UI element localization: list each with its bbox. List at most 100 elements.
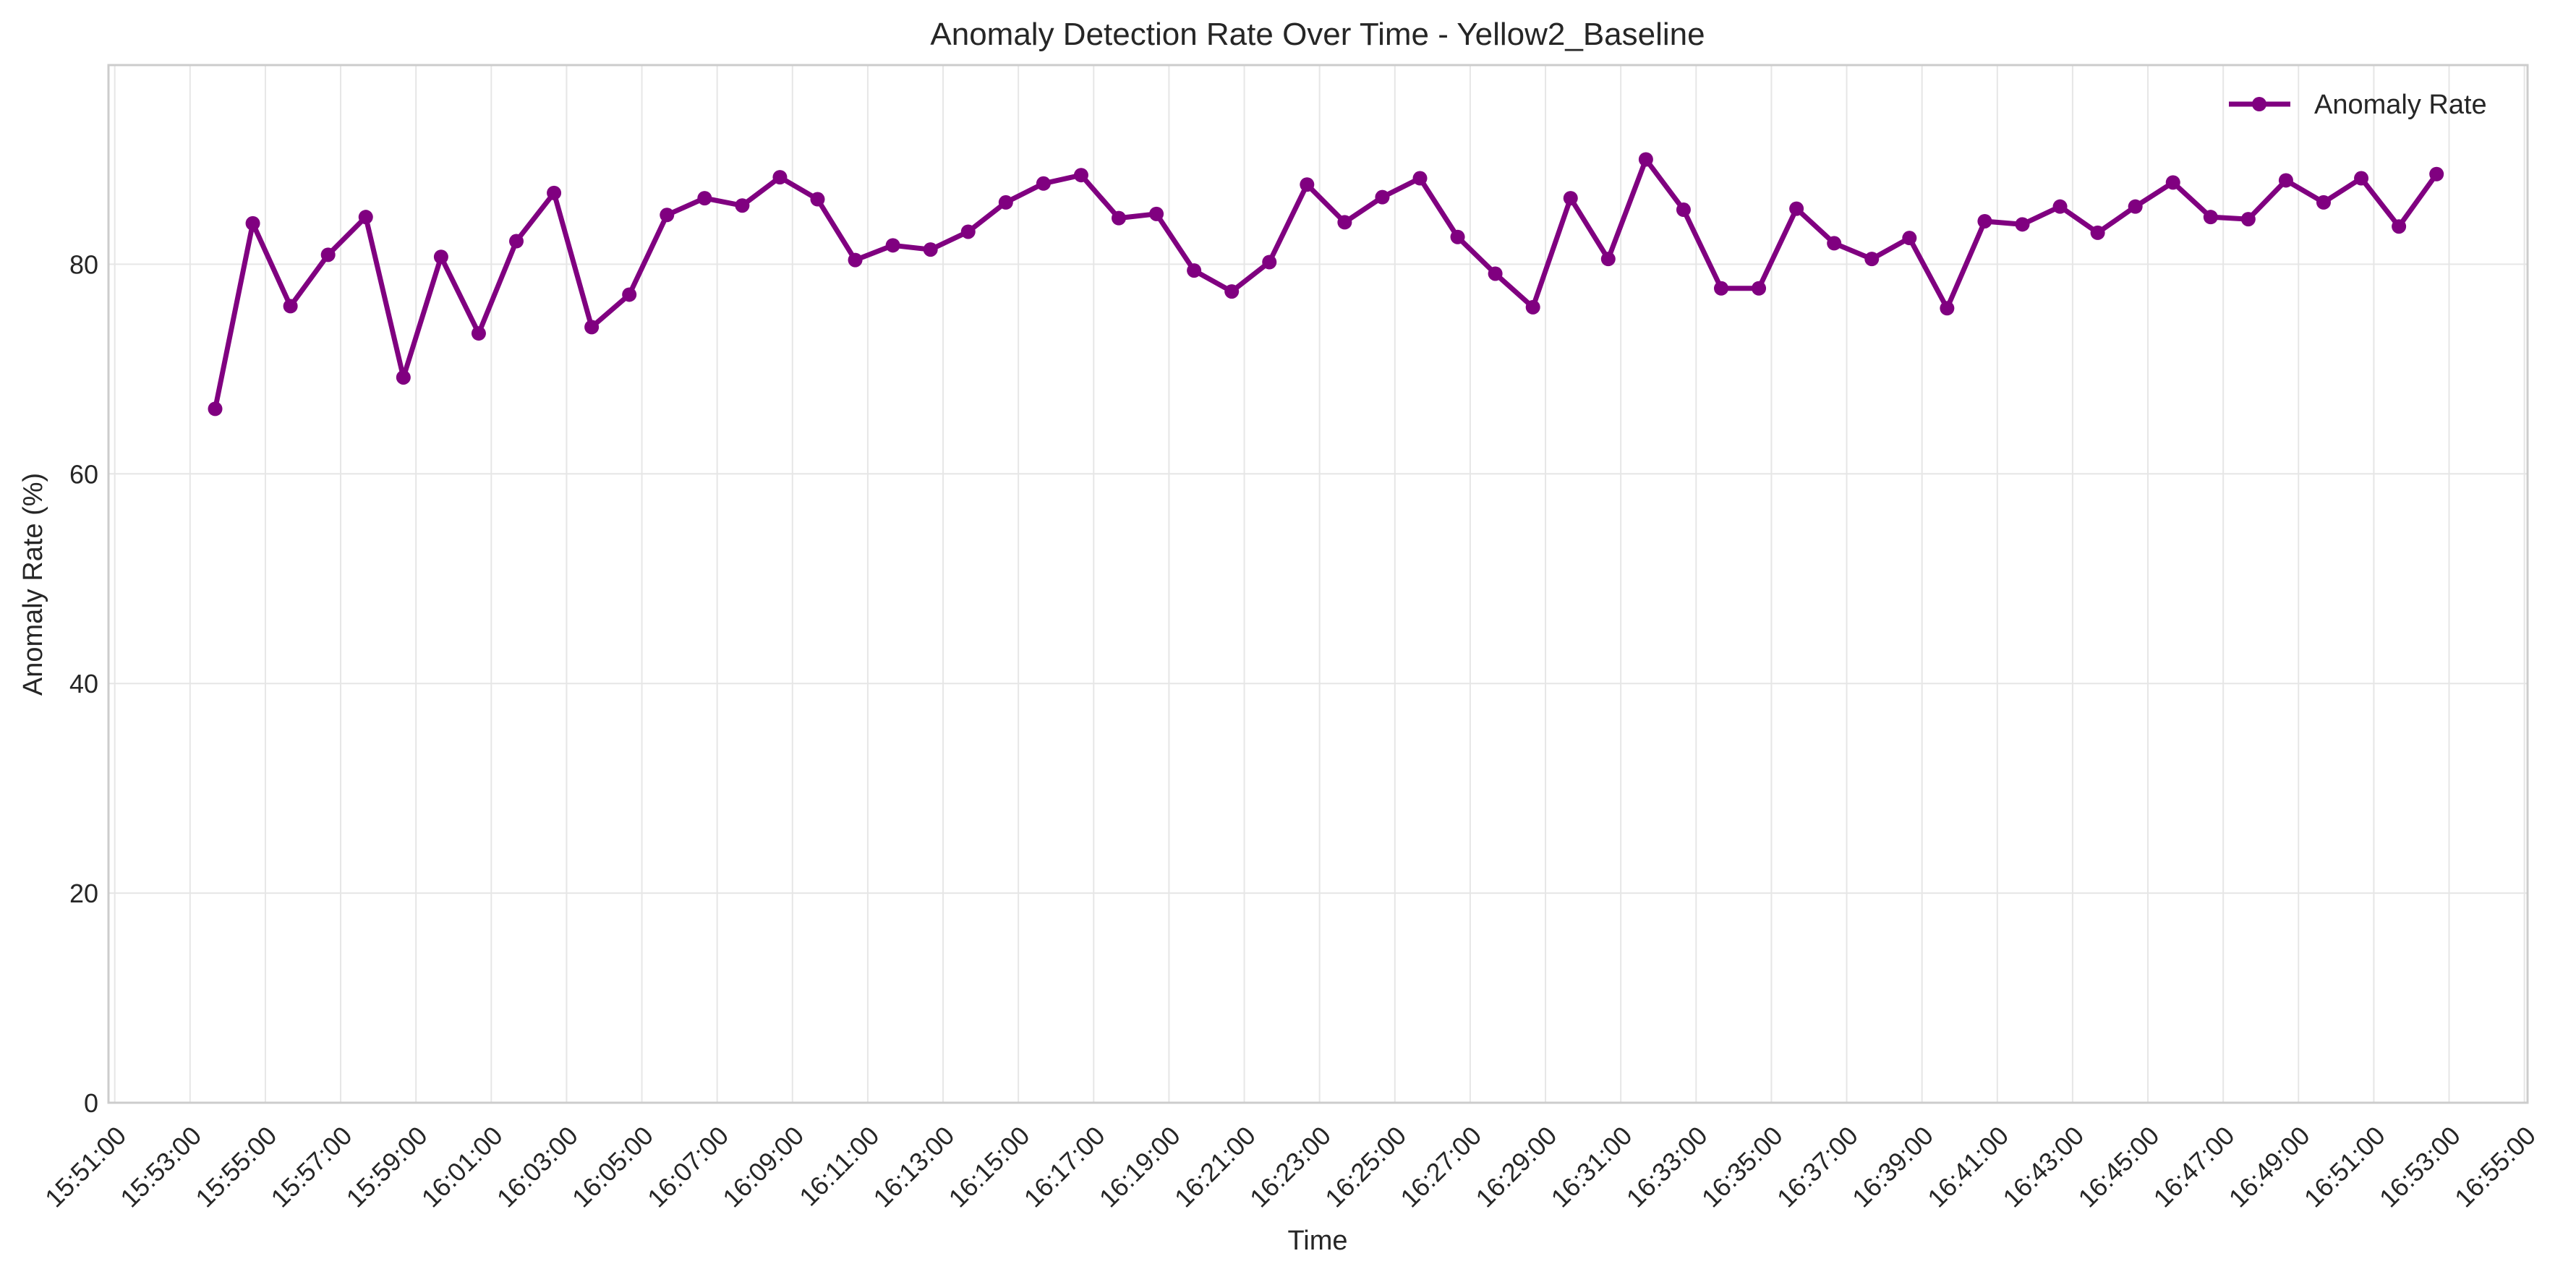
data-point [1412,171,1428,186]
x-tick-label: 15:51:00 [39,1120,132,1213]
y-tick-label: 60 [69,459,98,489]
data-point [1149,206,1164,221]
data-point [2052,199,2068,214]
data-point [283,299,298,314]
data-point [697,191,712,206]
data-point [1714,281,1728,296]
x-tick-label: 16:45:00 [2072,1120,2165,1213]
x-tick-label: 16:23:00 [1244,1120,1336,1213]
data-point [2429,166,2444,181]
grid-lines [108,65,2528,1103]
data-point [433,249,448,265]
x-tick-label: 16:07:00 [641,1120,734,1213]
x-tick-label: 16:11:00 [793,1120,884,1211]
x-tick-label: 15:55:00 [189,1120,282,1213]
data-point [622,287,637,302]
x-tick-label: 15:59:00 [341,1120,433,1213]
data-point [208,401,223,417]
data-point [923,242,938,257]
x-tick-label: 16:21:00 [1169,1120,1261,1213]
data-point [1337,215,1352,230]
x-tick-label: 16:39:00 [1846,1120,1939,1213]
x-tick-label: 16:01:00 [416,1120,508,1213]
x-tick-label: 15:57:00 [265,1120,357,1213]
y-tick-label: 0 [84,1088,98,1118]
data-point [1073,168,1088,183]
data-point [1112,210,1127,226]
x-tick-label: 16:51:00 [2298,1120,2391,1213]
data-point [2165,175,2180,190]
x-tick-label: 16:55:00 [2449,1120,2541,1213]
series-layer [208,152,2444,417]
x-axis-label: Time [1287,1226,1347,1256]
x-tick-label: 16:33:00 [1621,1120,1713,1213]
y-axis-label: Anomaly Rate (%) [18,473,48,696]
data-point [2316,195,2331,210]
y-tick-label: 20 [69,879,98,908]
data-point [2240,212,2256,227]
data-point [1752,281,1767,296]
data-point [2015,217,2030,232]
data-point [1488,266,1503,281]
legend: Anomaly Rate [2229,90,2487,120]
data-point [1224,284,1240,299]
data-point [245,215,260,231]
data-point [1187,263,1202,278]
x-tick-label: 16:47:00 [2148,1120,2240,1213]
data-point [1676,202,1691,218]
data-point [1525,299,1540,315]
x-tick-label: 16:35:00 [1696,1120,1788,1213]
data-point [660,208,675,223]
data-point [810,192,825,207]
data-point [2354,171,2369,186]
data-point [1563,191,1578,206]
legend-marker-swatch [2252,97,2266,111]
data-point [2392,219,2407,234]
x-tick-label: 16:09:00 [717,1120,809,1213]
data-point [1375,189,1390,205]
x-tick-label: 16:37:00 [1771,1120,1864,1213]
data-point [998,195,1013,210]
data-point [2090,225,2105,240]
data-point [1638,152,1653,167]
data-point [547,185,562,200]
plot-frame [107,64,2529,1104]
x-tick-label: 16:43:00 [1997,1120,2089,1213]
data-point [1300,177,1315,192]
data-point [1827,236,1842,251]
x-tick-label: 16:41:00 [1922,1120,2014,1213]
data-point [320,247,336,262]
x-tick-label: 16:49:00 [2223,1120,2316,1213]
data-point [471,326,486,341]
x-tick-label: 16:29:00 [1470,1120,1562,1213]
data-point [2278,173,2293,188]
x-tick-label: 16:25:00 [1319,1120,1412,1213]
x-tick-label: 16:03:00 [491,1120,584,1213]
x-tick-label: 16:15:00 [943,1120,1036,1213]
x-tick-label: 16:17:00 [1018,1120,1111,1213]
x-tick-label: 16:13:00 [867,1120,960,1213]
series-line-anomaly-rate [213,156,2439,411]
x-tick-label: 16:53:00 [2374,1120,2466,1213]
data-point [1036,176,1051,191]
data-point [1789,201,1804,216]
data-point [396,370,411,385]
data-point [1600,252,1616,267]
data-point [1940,301,1955,316]
data-point [509,234,524,249]
data-point [848,252,863,268]
data-point [2128,199,2143,214]
data-point [1902,231,1917,246]
tick-labels: 15:51:0015:53:0015:55:0015:57:0015:59:00… [39,249,2541,1213]
data-point [960,224,976,239]
data-point [2203,210,2218,225]
x-tick-label: 16:31:00 [1545,1120,1638,1213]
x-tick-label: 16:05:00 [566,1120,659,1213]
data-point [1977,213,1992,229]
data-point [1864,252,1880,267]
y-tick-label: 40 [69,669,98,699]
data-point [735,198,750,213]
chart-title: Anomaly Detection Rate Over Time - Yello… [930,17,1705,52]
x-tick-label: 15:53:00 [114,1120,207,1213]
